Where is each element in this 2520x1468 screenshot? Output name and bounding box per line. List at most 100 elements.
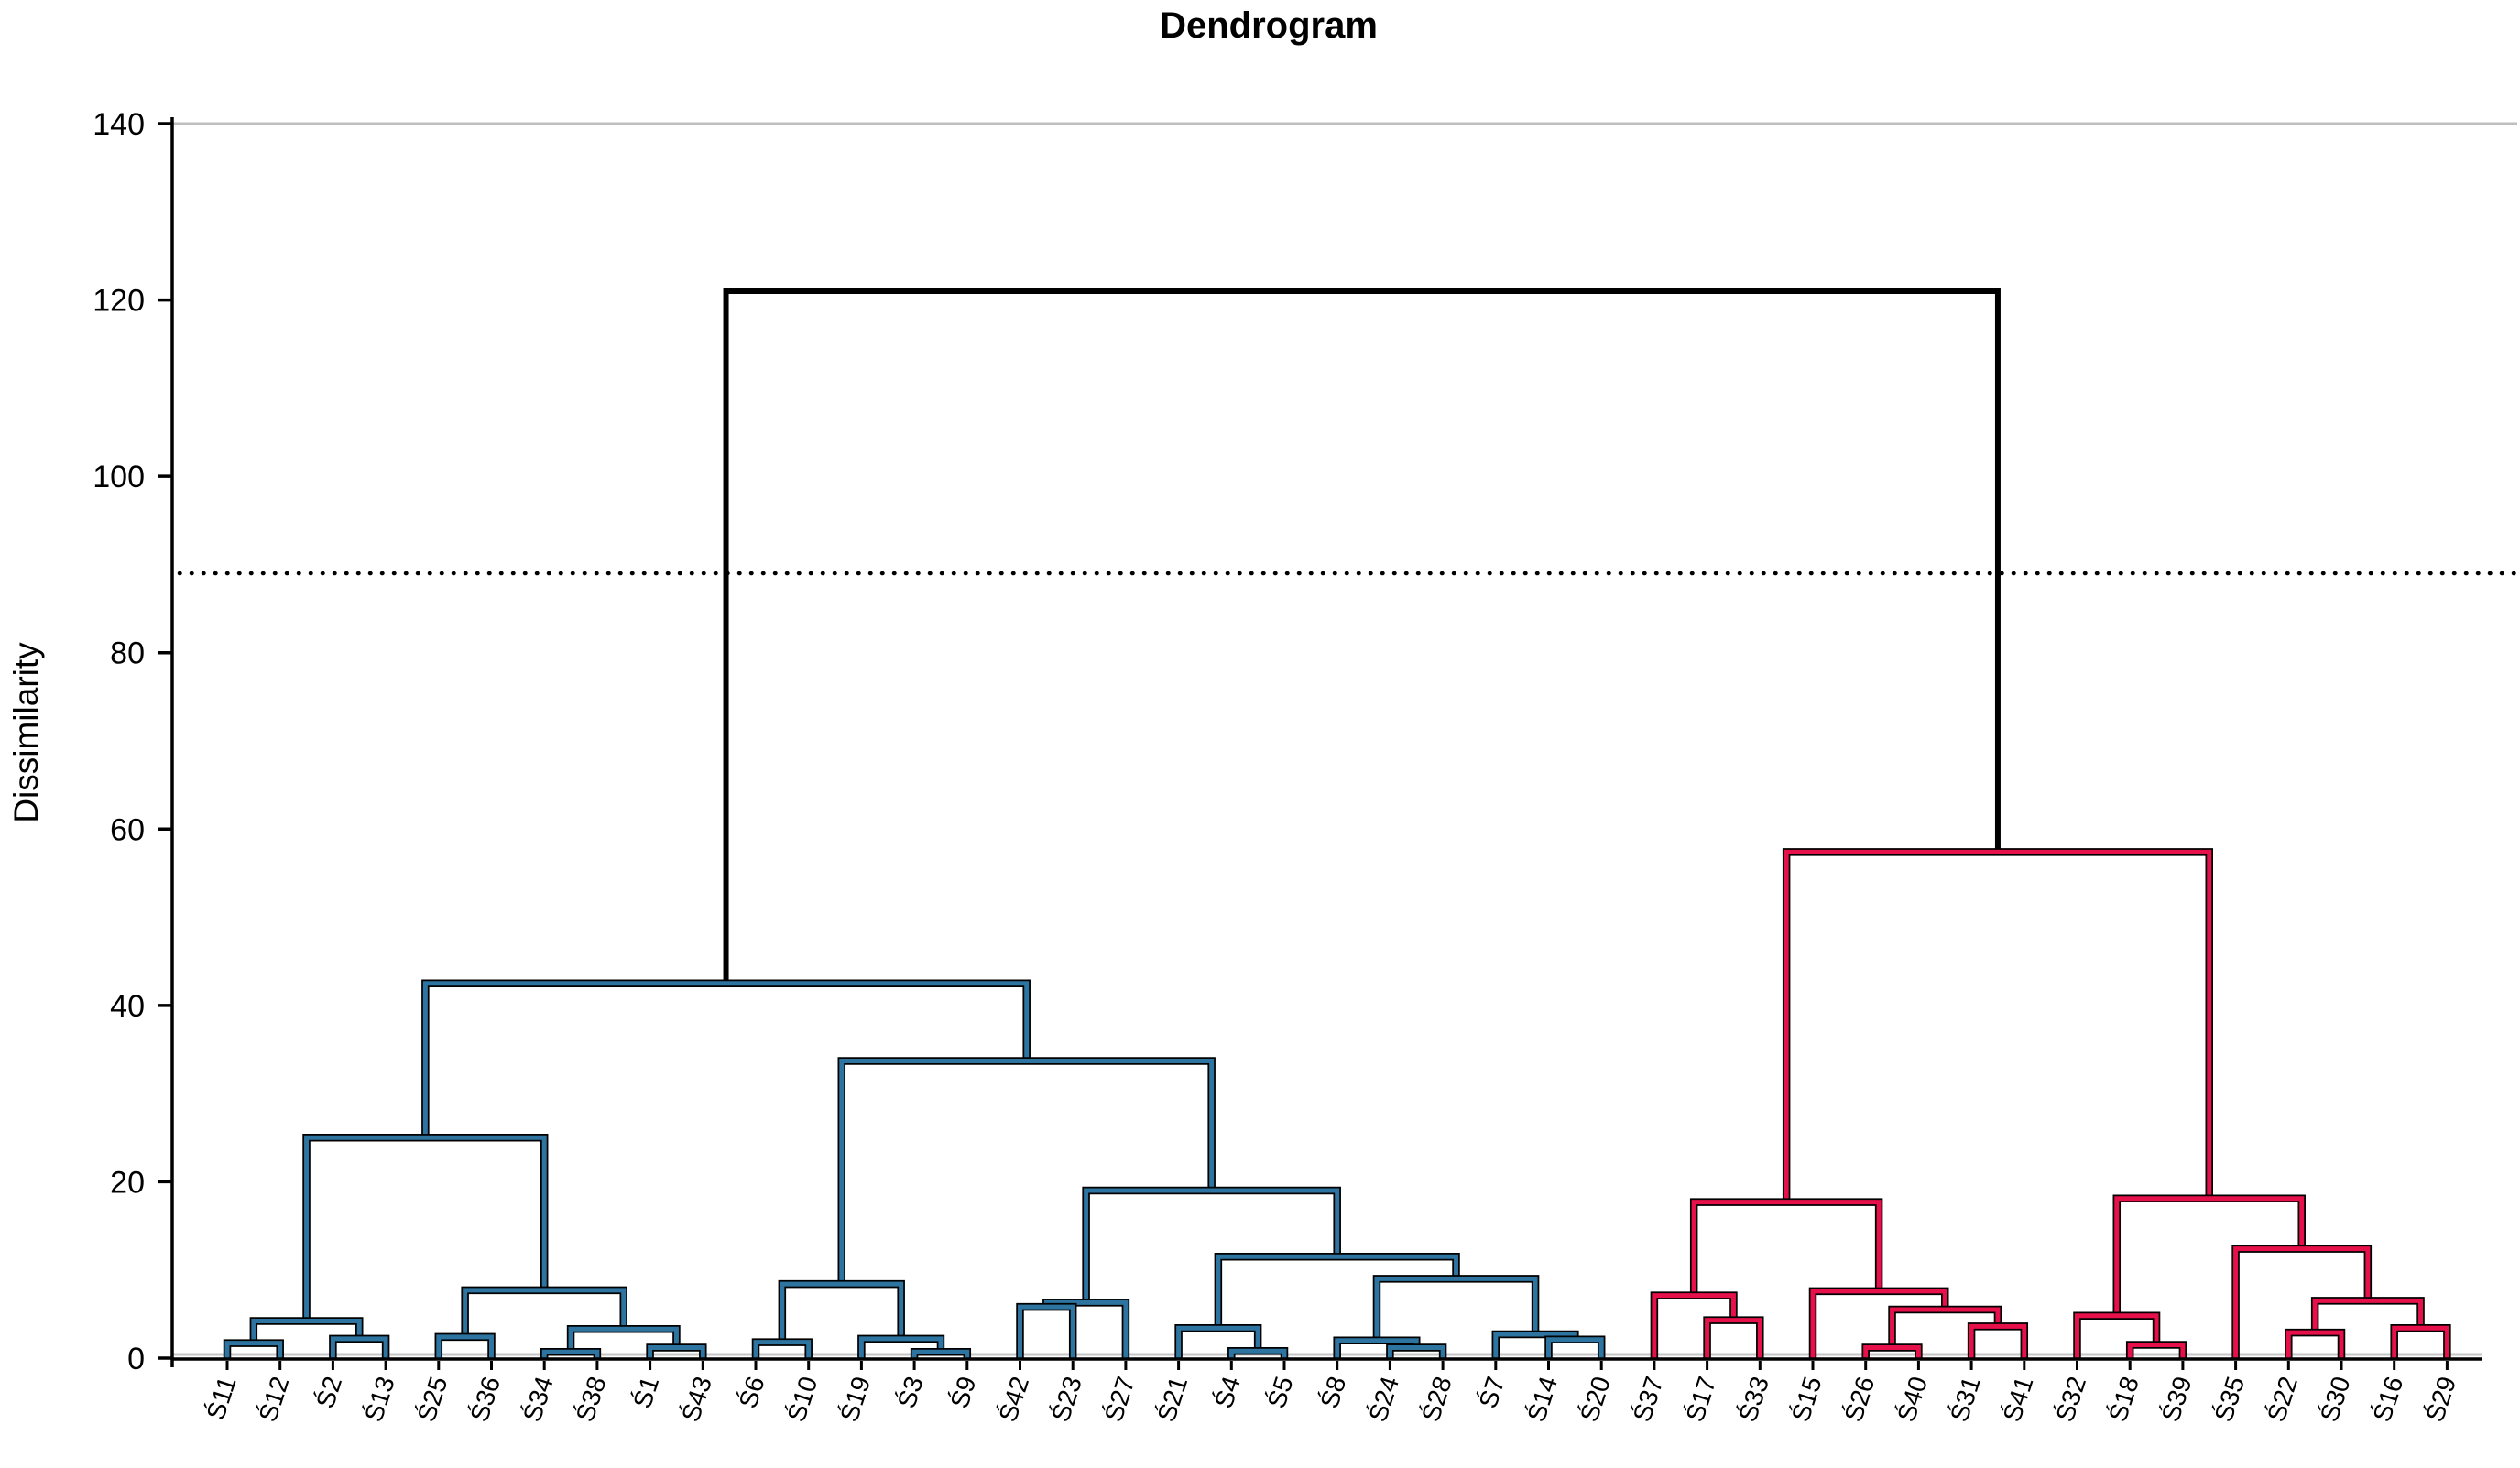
leaf-label: Ś16 <box>2367 1373 2409 1425</box>
dendrogram-link <box>2312 1298 2424 1333</box>
leaf-label: Ś12 <box>253 1373 295 1425</box>
dendrogram-link <box>568 1326 679 1353</box>
dendrogram-link <box>422 981 1030 1138</box>
dendrogram-link-outline <box>778 1279 905 1343</box>
y-tick-label: 120 <box>93 284 145 319</box>
dendrogram-link <box>1810 1289 1947 1358</box>
dendrogram-link <box>1176 1325 1260 1358</box>
dendrogram-link <box>463 1288 627 1337</box>
leaf-label: Ś17 <box>1679 1373 1721 1425</box>
leaf-label: Ś8 <box>1314 1373 1351 1411</box>
dendrogram-link <box>2114 1196 2305 1316</box>
dendrogram-link <box>2127 1343 2186 1358</box>
leaf-label: Ś35 <box>2208 1373 2250 1425</box>
leaf-label: Ś5 <box>1261 1373 1299 1411</box>
dendrogram-link <box>1784 849 2212 1202</box>
leaf-label: Ś1 <box>627 1373 664 1411</box>
y-tick-label: 40 <box>110 989 145 1024</box>
leaf-label: Ś13 <box>358 1373 400 1425</box>
leaf-label: Ś31 <box>1944 1373 1986 1425</box>
dendrogram-link-outline <box>1782 848 2213 1202</box>
leaf-label: Ś36 <box>464 1373 506 1425</box>
y-tick-label: 60 <box>110 812 145 847</box>
dendrogram-link <box>1216 1254 1459 1329</box>
leaf-label: Ś34 <box>517 1373 559 1425</box>
y-axis-title-wrap: Dissimilarity <box>7 549 62 916</box>
leaf-label: Ś41 <box>1997 1373 2039 1425</box>
leaf-label: Ś28 <box>1415 1373 1457 1425</box>
dendrogram-link <box>1890 1307 2001 1348</box>
leaf-label: Ś32 <box>2049 1373 2091 1425</box>
dendrogram-link-outline <box>1689 1198 1883 1296</box>
leaf-label: Ś14 <box>1521 1373 1563 1425</box>
dendrogram-link-outline <box>1214 1253 1460 1329</box>
chart-title: Dendrogram <box>1160 5 1378 46</box>
dendrogram-link <box>1863 1344 1921 1358</box>
leaf-label: Ś29 <box>2419 1373 2461 1425</box>
dendrogram-link <box>648 1344 705 1358</box>
dendrogram-link <box>1705 1318 1762 1358</box>
leaf-label: Ś9 <box>944 1373 981 1411</box>
dendrogram-link <box>1652 1293 1736 1358</box>
dendrogram-link <box>911 1349 970 1358</box>
dendrogram-link <box>2285 1330 2344 1358</box>
leaf-label: Ś7 <box>1472 1373 1510 1411</box>
y-tick-label: 0 <box>127 1342 145 1376</box>
leaf-label: Ś18 <box>2102 1373 2144 1425</box>
dendrogram-link <box>839 1059 1215 1285</box>
dendrogram-link <box>1043 1299 1129 1358</box>
dendrogram-link <box>541 1349 600 1358</box>
leaf-label: Ś30 <box>2314 1373 2356 1425</box>
y-tick-label: 80 <box>110 636 145 671</box>
dendrogram-link <box>2075 1313 2159 1358</box>
leaf-label: Ś39 <box>2155 1373 2198 1425</box>
leaf-label: Ś4 <box>1208 1373 1246 1411</box>
leaf-label: Ś24 <box>1362 1373 1404 1425</box>
dendrogram-link-outline <box>1016 1302 1077 1358</box>
dendrogram-link <box>1969 1323 2027 1358</box>
dendrogram-link-outline <box>1042 1299 1130 1358</box>
y-tick-label: 20 <box>110 1165 145 1200</box>
dendrogram-link <box>858 1336 944 1358</box>
leaf-label: Ś23 <box>1045 1373 1087 1425</box>
leaf-label: Ś6 <box>733 1373 770 1411</box>
y-tick-label: 140 <box>93 107 145 142</box>
leaf-label: Ś27 <box>1098 1373 1140 1425</box>
dendrogram-link <box>1374 1276 1538 1341</box>
dendrogram-link <box>330 1336 388 1358</box>
dendrogram-link <box>1228 1348 1287 1358</box>
dendrogram-link-outline <box>1082 1186 1341 1303</box>
dendrogram-link <box>436 1334 494 1358</box>
leaf-label: Ś2 <box>310 1373 347 1411</box>
leaf-label: Ś40 <box>1891 1373 1933 1425</box>
leaf-label: Ś37 <box>1627 1373 1669 1425</box>
dendrogram-link <box>1387 1344 1445 1358</box>
leaf-label: Ś11 <box>201 1373 242 1423</box>
leaf-label: Ś25 <box>411 1373 453 1425</box>
leaf-label: Ś3 <box>891 1373 929 1411</box>
dendrogram-link <box>224 1341 283 1358</box>
dendrogram-link <box>1691 1200 1882 1296</box>
leaf-label: Ś15 <box>1785 1373 1827 1425</box>
dendrogram-link <box>1546 1337 1604 1358</box>
leaf-label: Ś38 <box>570 1373 612 1425</box>
y-tick-label: 100 <box>93 460 145 495</box>
dendrogram-link <box>1018 1304 1075 1358</box>
leaf-label: Ś42 <box>992 1373 1034 1425</box>
dendrogram-link <box>2233 1246 2371 1358</box>
dendrogram-link <box>2392 1325 2449 1358</box>
leaf-label: Ś20 <box>1574 1373 1616 1425</box>
dendrogram-link <box>304 1135 547 1321</box>
dendrogram-link <box>780 1281 904 1343</box>
leaf-label: Ś22 <box>2261 1373 2303 1425</box>
dendrogram-link-outline <box>2112 1194 2306 1316</box>
y-axis-title: Dissimilarity <box>7 642 45 823</box>
dendrogram-link-outline <box>2073 1311 2161 1358</box>
leaf-label: Ś21 <box>1151 1373 1193 1425</box>
dendrogram-link-root <box>723 288 2001 984</box>
leaf-label: Ś26 <box>1838 1373 1881 1425</box>
leaf-label: Ś10 <box>781 1373 824 1425</box>
dendrogram-link <box>251 1319 362 1343</box>
